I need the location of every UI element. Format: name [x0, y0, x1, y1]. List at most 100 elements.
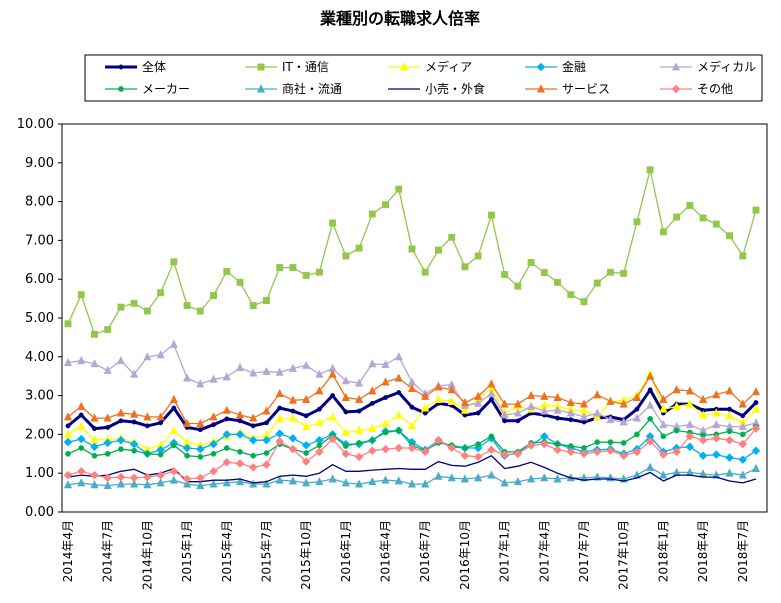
x-tick-label: 2015年10月 [299, 520, 313, 590]
data-point [288, 476, 298, 485]
data-point [143, 352, 152, 361]
data-point [289, 264, 297, 272]
data-point [341, 427, 350, 436]
data-point [514, 282, 522, 290]
data-point [474, 391, 483, 400]
data-point [685, 399, 694, 408]
data-point [143, 480, 152, 489]
data-point [422, 410, 428, 416]
data-point [487, 470, 496, 479]
data-point [342, 443, 349, 449]
data-point [288, 413, 298, 422]
data-point [447, 473, 456, 482]
legend-marker [399, 62, 409, 71]
data-point [647, 416, 654, 422]
data-point [712, 220, 720, 228]
data-point [685, 419, 694, 429]
data-point [116, 408, 126, 417]
data-point [726, 232, 733, 240]
data-point [579, 449, 589, 459]
data-point [262, 460, 271, 470]
data-point [632, 447, 642, 457]
data-point [540, 473, 549, 482]
chart-title: 業種別の転職求人倍率 [319, 9, 480, 28]
data-point [395, 427, 402, 434]
data-point [131, 419, 137, 425]
data-point [130, 369, 139, 378]
data-point [381, 377, 390, 386]
data-point [63, 357, 73, 367]
data-point [130, 409, 139, 418]
data-point [63, 429, 73, 438]
data-point [288, 395, 298, 404]
data-point [129, 473, 139, 483]
data-point [183, 302, 191, 310]
data-point [156, 478, 165, 487]
data-point [248, 435, 258, 445]
legend-marker [671, 62, 681, 71]
x-tick-label: 2014年4月 [61, 520, 75, 582]
data-point [606, 414, 615, 424]
data-point [712, 390, 721, 399]
data-point [170, 442, 177, 449]
data-point [474, 398, 483, 407]
data-point [751, 424, 761, 433]
legend-marker [671, 84, 681, 94]
data-point [421, 268, 429, 276]
data-point [686, 202, 694, 209]
data-point [619, 399, 628, 408]
data-point [262, 435, 271, 445]
data-point [264, 420, 269, 426]
data-point [116, 472, 126, 482]
data-point [727, 406, 732, 412]
data-point [526, 474, 536, 483]
data-point [104, 450, 111, 457]
data-point [103, 473, 113, 483]
data-point [209, 479, 218, 488]
data-point [342, 252, 350, 260]
data-point [725, 453, 734, 463]
data-point [288, 363, 298, 372]
legend-label: サービス [562, 82, 610, 96]
data-point [103, 365, 112, 374]
data-point [354, 479, 364, 488]
data-point [368, 476, 377, 486]
data-point [248, 463, 258, 472]
y-tick-label: 2.00 [25, 427, 54, 442]
data-point [553, 445, 562, 455]
data-point [515, 418, 521, 424]
legend-marker [118, 64, 124, 70]
data-point [156, 350, 165, 359]
data-point [606, 396, 615, 405]
data-point [645, 437, 655, 446]
data-point [103, 480, 112, 490]
data-point [447, 385, 456, 394]
data-point [116, 479, 126, 488]
y-tick-label: 0.00 [25, 505, 54, 520]
data-point [659, 404, 668, 413]
data-point [553, 474, 562, 483]
data-point [488, 397, 494, 402]
data-point [698, 394, 708, 403]
data-point [383, 395, 388, 400]
data-point [301, 457, 311, 466]
data-point [354, 394, 364, 403]
y-tick-label: 5.00 [25, 311, 54, 326]
data-point [513, 408, 522, 417]
data-point [539, 431, 549, 441]
data-point [739, 252, 747, 260]
data-point [513, 476, 522, 486]
data-point [659, 419, 668, 429]
data-point [262, 479, 271, 488]
data-point [672, 401, 681, 410]
data-point [607, 268, 614, 276]
data-point [156, 412, 165, 421]
data-point [302, 394, 311, 403]
data-point [315, 418, 324, 427]
data-point [262, 406, 271, 415]
data-point [646, 400, 655, 409]
data-point [275, 367, 284, 376]
data-point [144, 423, 150, 429]
data-point [354, 425, 364, 434]
data-point [633, 218, 641, 226]
